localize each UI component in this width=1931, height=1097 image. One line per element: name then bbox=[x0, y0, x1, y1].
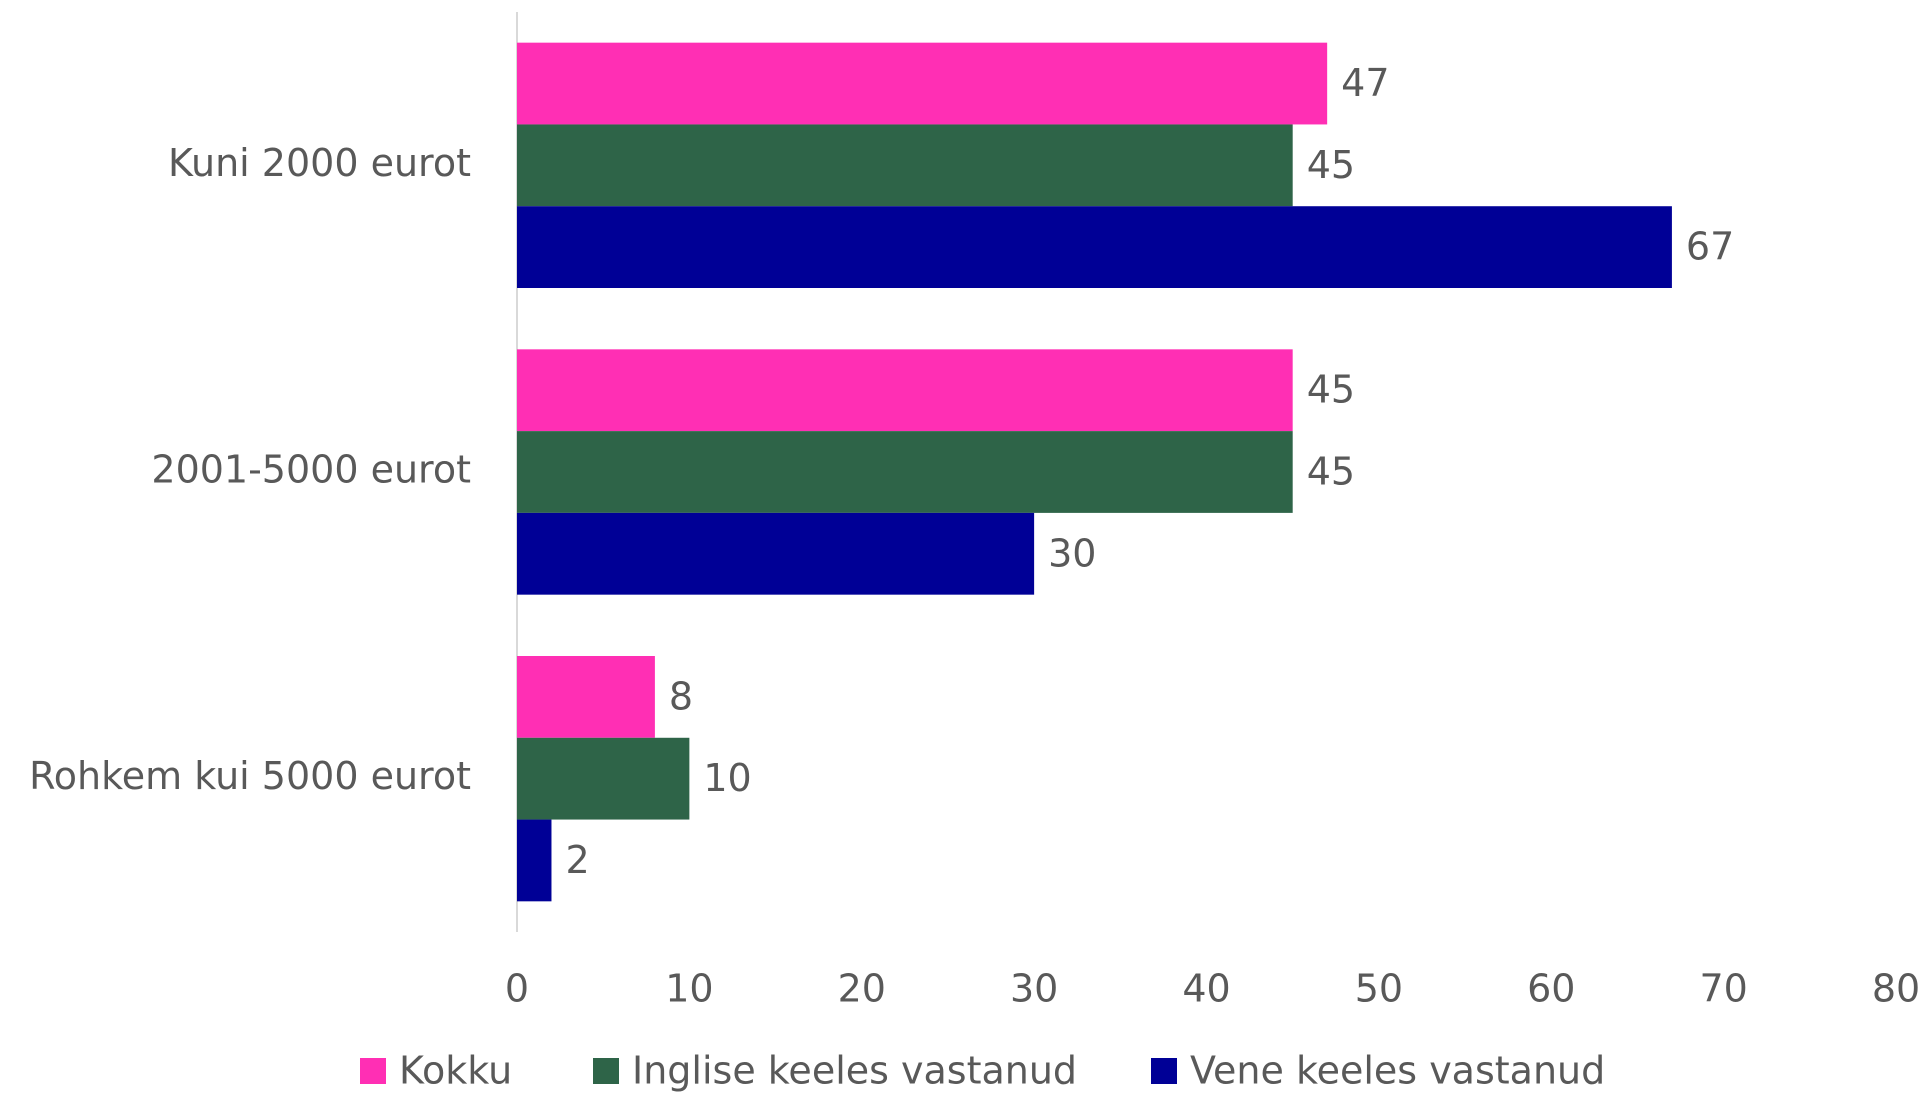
bar bbox=[517, 349, 1293, 432]
value-label: 47 bbox=[1341, 61, 1389, 105]
x-tick-label: 0 bbox=[505, 967, 529, 1011]
value-label: 30 bbox=[1048, 531, 1096, 575]
x-tick-label: 40 bbox=[1182, 967, 1230, 1011]
x-tick-label: 50 bbox=[1355, 967, 1403, 1011]
x-tick-label: 60 bbox=[1527, 967, 1575, 1011]
legend-label: Kokku bbox=[399, 1049, 512, 1093]
y-tick-label: Kuni 2000 eurot bbox=[168, 141, 471, 185]
y-tick-label: 2001-5000 eurot bbox=[151, 448, 471, 492]
bar bbox=[517, 206, 1672, 288]
bar bbox=[517, 512, 1035, 595]
x-tick-label: 30 bbox=[1010, 967, 1058, 1011]
x-tick-label: 70 bbox=[1699, 967, 1747, 1011]
bar bbox=[517, 124, 1293, 207]
legend-swatch bbox=[360, 1058, 386, 1084]
bar bbox=[517, 431, 1293, 513]
x-tick-label: 80 bbox=[1872, 967, 1920, 1011]
x-tick-label: 10 bbox=[665, 967, 713, 1011]
bar bbox=[517, 737, 690, 820]
legend-swatch bbox=[1151, 1058, 1177, 1084]
value-label: 10 bbox=[703, 756, 751, 800]
value-label: 67 bbox=[1686, 225, 1734, 269]
legend-swatch bbox=[593, 1058, 619, 1084]
bar bbox=[517, 42, 1328, 125]
bar bbox=[517, 656, 655, 738]
value-label: 45 bbox=[1307, 143, 1355, 187]
x-tick-label: 20 bbox=[838, 967, 886, 1011]
value-label: 45 bbox=[1307, 368, 1355, 412]
legend-label: Inglise keeles vastanud bbox=[632, 1049, 1077, 1093]
legend-label: Vene keeles vastanud bbox=[1190, 1049, 1605, 1093]
value-label: 8 bbox=[669, 674, 693, 718]
bar bbox=[517, 819, 552, 902]
y-tick-label: Rohkem kui 5000 eurot bbox=[29, 754, 471, 798]
value-label: 45 bbox=[1307, 450, 1355, 494]
value-label: 2 bbox=[565, 838, 589, 882]
